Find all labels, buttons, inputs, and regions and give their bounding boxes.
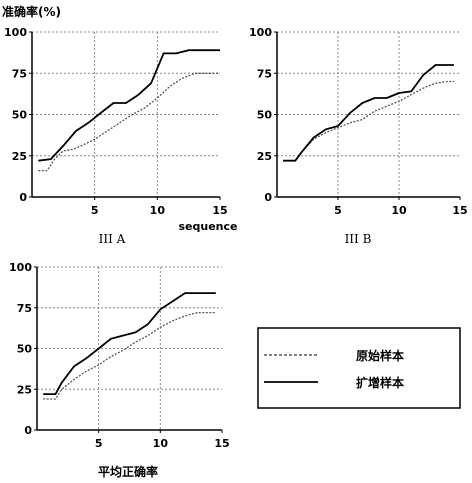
y-tick-label: 100	[9, 261, 32, 274]
series-line-original	[283, 80, 454, 162]
series-line-augmented	[43, 292, 216, 396]
panel-caption: III A	[99, 232, 126, 246]
x-tick-label: 15	[214, 437, 229, 450]
legend-label-augmented: 扩增样本	[356, 375, 404, 390]
series-line-augmented	[283, 64, 454, 162]
series-line-augmented	[38, 49, 220, 162]
series-line-original	[38, 72, 220, 172]
y-tick-label: 75	[257, 67, 272, 80]
x-tick-label: 5	[334, 204, 342, 217]
x-tick-label: 15	[452, 204, 467, 217]
y-tick-label: 100	[4, 26, 27, 39]
x-tick-label: 10	[153, 437, 169, 450]
legend-box	[257, 327, 461, 409]
y-tick-label: 0	[24, 424, 32, 437]
y-tick-label: 25	[12, 150, 27, 163]
chart-panel-1: 0 25 50 75 100 5 10 15 sequence III A	[4, 26, 237, 246]
x-tick-label: 5	[95, 437, 103, 450]
x-axis-label: sequence	[179, 220, 238, 233]
y-tick-label: 0	[264, 191, 272, 204]
x-tick-label: 15	[212, 204, 227, 217]
x-tick-label: 10	[150, 204, 166, 217]
y-tick-label: 75	[12, 67, 27, 80]
x-tick-label: 10	[391, 204, 407, 217]
y-tick-label: 25	[17, 383, 32, 396]
legend: 原始样本 扩增样本	[257, 327, 461, 409]
legend-label-original: 原始样本	[356, 348, 404, 363]
chart-panel-3: 0 25 50 75 100 5 10 15 平均正确率	[9, 261, 230, 479]
y-tick-label: 50	[257, 109, 273, 122]
series-line-original	[43, 311, 216, 400]
x-tick-label: 5	[91, 204, 99, 217]
y-tick-label: 50	[12, 109, 28, 122]
panel-caption: III B	[345, 232, 372, 246]
y-tick-label: 0	[19, 191, 27, 204]
y-tick-label: 75	[17, 302, 32, 315]
y-tick-label: 100	[249, 26, 272, 39]
y-tick-label: 50	[17, 343, 33, 356]
chart-panel-2: 0 25 50 75 100 5 10 15 III B	[249, 26, 468, 246]
y-tick-label: 25	[257, 150, 272, 163]
y-axis-label: 准确率(%)	[2, 4, 61, 19]
panel-caption: 平均正确率	[98, 464, 158, 479]
